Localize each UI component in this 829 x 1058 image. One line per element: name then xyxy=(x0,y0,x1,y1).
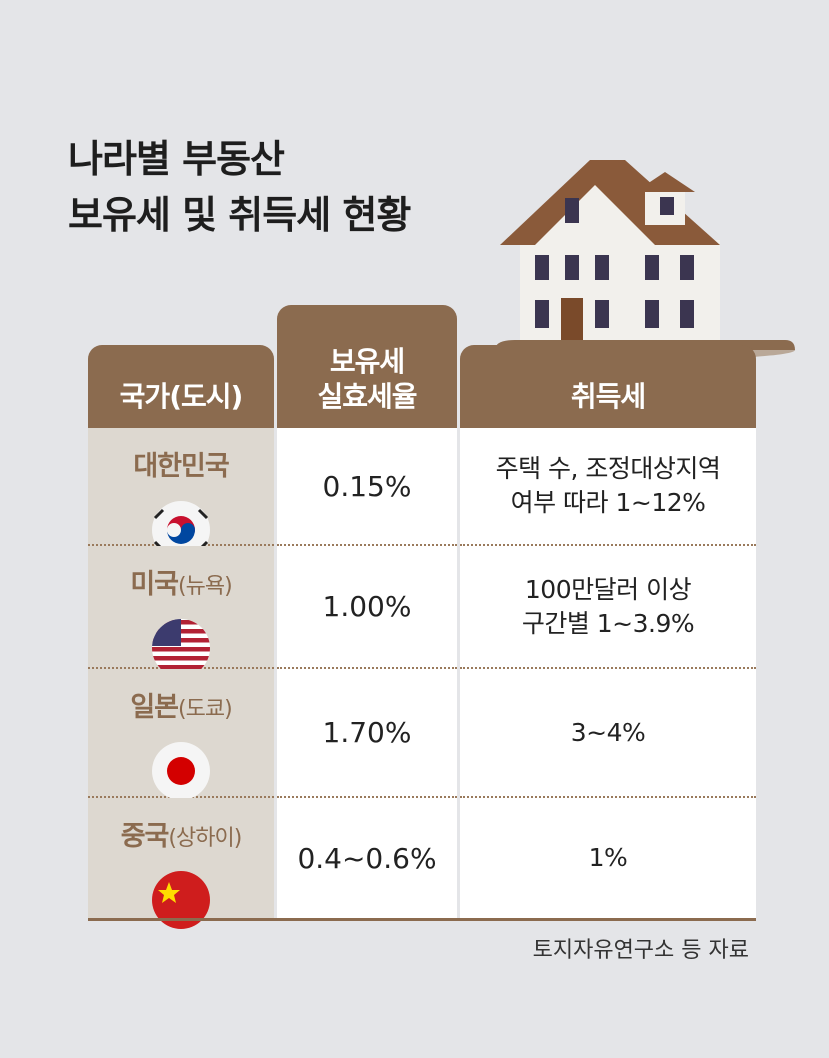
country-name: 일본(도쿄) xyxy=(130,685,233,724)
house-illustration xyxy=(495,160,795,360)
flag-icon xyxy=(152,619,210,677)
country-cell: 대한민국 xyxy=(88,428,274,559)
acquisition-tax: 여부 따라 1~12% xyxy=(510,488,706,517)
acquisition-tax: 1% xyxy=(588,843,628,873)
header-cell: 보유세 실효세율 xyxy=(277,305,457,428)
acquisition-tax: 구간별 1~3.9% xyxy=(521,608,695,638)
acquisition-cell: 1% xyxy=(460,798,756,918)
source-note: 토지자유연구소 등 자료 xyxy=(532,938,749,963)
rate-cell: 0.15% xyxy=(277,428,457,546)
holding-tax: 1.00% xyxy=(322,590,412,623)
city-label: (상하이) xyxy=(168,826,242,851)
acquisition-tax: 3~4% xyxy=(570,717,646,747)
flag xyxy=(148,738,214,808)
country-name: 대한민국 xyxy=(133,444,229,483)
title-line: 나라별 부동산 xyxy=(68,137,285,181)
holding-tax: 0.15% xyxy=(322,469,412,503)
acquisition-tax: 주택 수, 조정대상지역 xyxy=(495,454,721,484)
country-label: 미국 xyxy=(130,569,179,600)
rate-cell: 0.4~0.6% xyxy=(277,798,457,918)
flag-icon xyxy=(152,501,210,559)
country-cell: 미국(뉴욕) xyxy=(88,546,274,677)
flag xyxy=(148,867,214,937)
header-text: 실효세율 xyxy=(317,380,417,413)
header-text: 보유세 xyxy=(329,345,405,378)
header-cell: 취득세 xyxy=(460,345,756,428)
acquisition-cell: 3~4% xyxy=(460,669,756,798)
country-cell: 중국(상하이) xyxy=(88,798,274,929)
city-label: (도쿄) xyxy=(178,697,233,722)
header-text: 취득세 xyxy=(570,380,646,413)
country-name: 미국(뉴욕) xyxy=(130,562,233,601)
header-text: 국가(도시) xyxy=(119,380,244,413)
flag xyxy=(148,615,214,685)
country-name: 중국(상하이) xyxy=(120,814,243,853)
rate-cell: 1.70% xyxy=(277,669,457,798)
flag-icon xyxy=(152,871,210,929)
country-label: 대한민국 xyxy=(133,451,229,482)
city-label: (뉴욕) xyxy=(178,574,233,599)
title-line: 보유세 및 취득세 현황 xyxy=(68,193,411,237)
country-cell: 일본(도쿄) xyxy=(88,669,274,800)
header-cell: 국가(도시) xyxy=(88,345,274,428)
holding-tax: 1.70% xyxy=(322,716,412,749)
acquisition-tax: 100만달러 이상 xyxy=(524,574,692,604)
holding-tax: 0.4~0.6% xyxy=(297,841,437,875)
flag xyxy=(148,497,214,567)
country-label: 일본 xyxy=(130,692,179,723)
flag-icon xyxy=(152,742,210,800)
table-bottom-rule xyxy=(88,918,756,921)
country-label: 중국 xyxy=(120,821,170,852)
rate-cell: 1.00% xyxy=(277,546,457,669)
